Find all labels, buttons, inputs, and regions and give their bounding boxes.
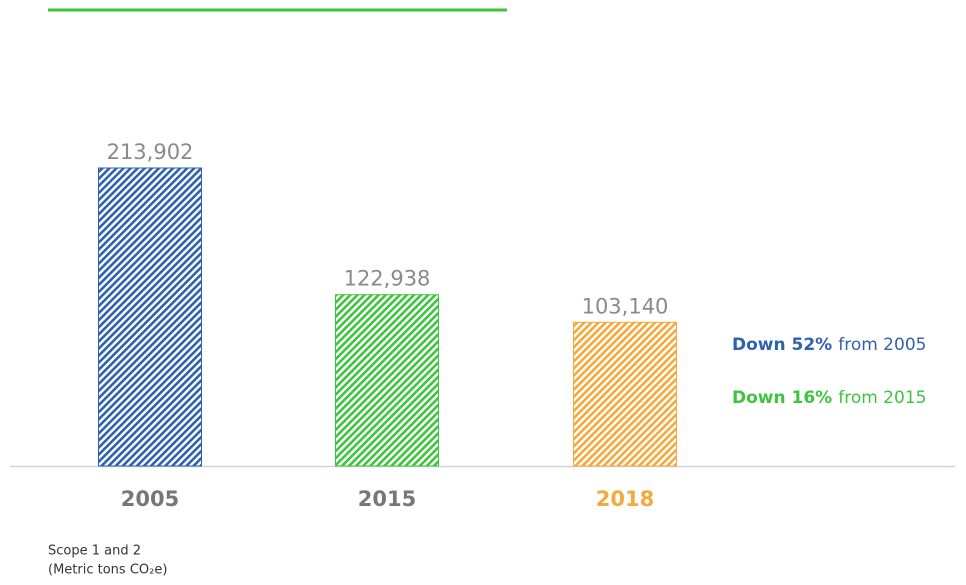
annotation: Down 52% from 2005	[732, 335, 926, 355]
bar	[335, 294, 439, 467]
annotation-bold: Down 16%	[732, 388, 832, 408]
annotation-bold: Down 52%	[732, 335, 832, 355]
annotation: Down 16% from 2015	[732, 388, 926, 408]
bar	[573, 321, 677, 467]
value-label: 213,902	[107, 140, 194, 164]
value-label: 122,938	[344, 267, 431, 291]
category-label: 2005	[121, 487, 179, 511]
annotation-text: from 2005	[838, 335, 926, 355]
category-label: 2018	[596, 487, 654, 511]
annotation-text: from 2015	[838, 388, 926, 408]
value-label: 103,140	[582, 294, 669, 318]
bar	[98, 167, 202, 467]
footnote: Scope 1 and 2	[48, 544, 141, 559]
category-label: 2015	[358, 487, 416, 511]
footnote: (Metric tons CO₂e)	[48, 563, 167, 578]
